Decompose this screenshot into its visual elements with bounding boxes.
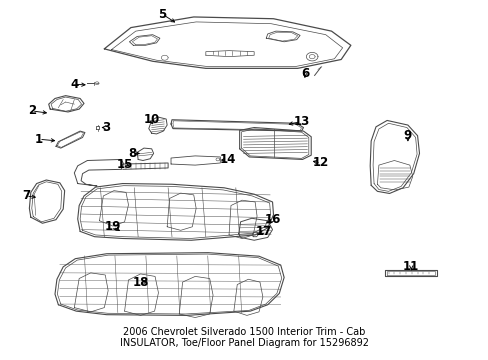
Text: 11: 11 <box>402 260 419 273</box>
Text: 7: 7 <box>22 189 30 202</box>
Text: 9: 9 <box>403 129 411 142</box>
Text: 4: 4 <box>70 78 78 91</box>
Text: 14: 14 <box>219 153 235 166</box>
Text: 2: 2 <box>28 104 36 117</box>
Text: 8: 8 <box>128 147 136 160</box>
Text: 19: 19 <box>104 220 121 233</box>
Text: 12: 12 <box>312 157 328 170</box>
Text: 2006 Chevrolet Silverado 1500 Interior Trim - Cab
INSULATOR, Toe/Floor Panel Dia: 2006 Chevrolet Silverado 1500 Interior T… <box>120 327 368 348</box>
Text: 10: 10 <box>143 113 160 126</box>
Text: 1: 1 <box>35 133 43 146</box>
Text: 16: 16 <box>264 213 280 226</box>
Text: 3: 3 <box>102 121 111 134</box>
Text: 15: 15 <box>116 158 133 171</box>
Text: 17: 17 <box>255 225 271 238</box>
Text: 6: 6 <box>300 67 308 80</box>
Text: 5: 5 <box>158 8 166 21</box>
Text: 18: 18 <box>132 276 148 289</box>
Text: 13: 13 <box>293 115 309 128</box>
